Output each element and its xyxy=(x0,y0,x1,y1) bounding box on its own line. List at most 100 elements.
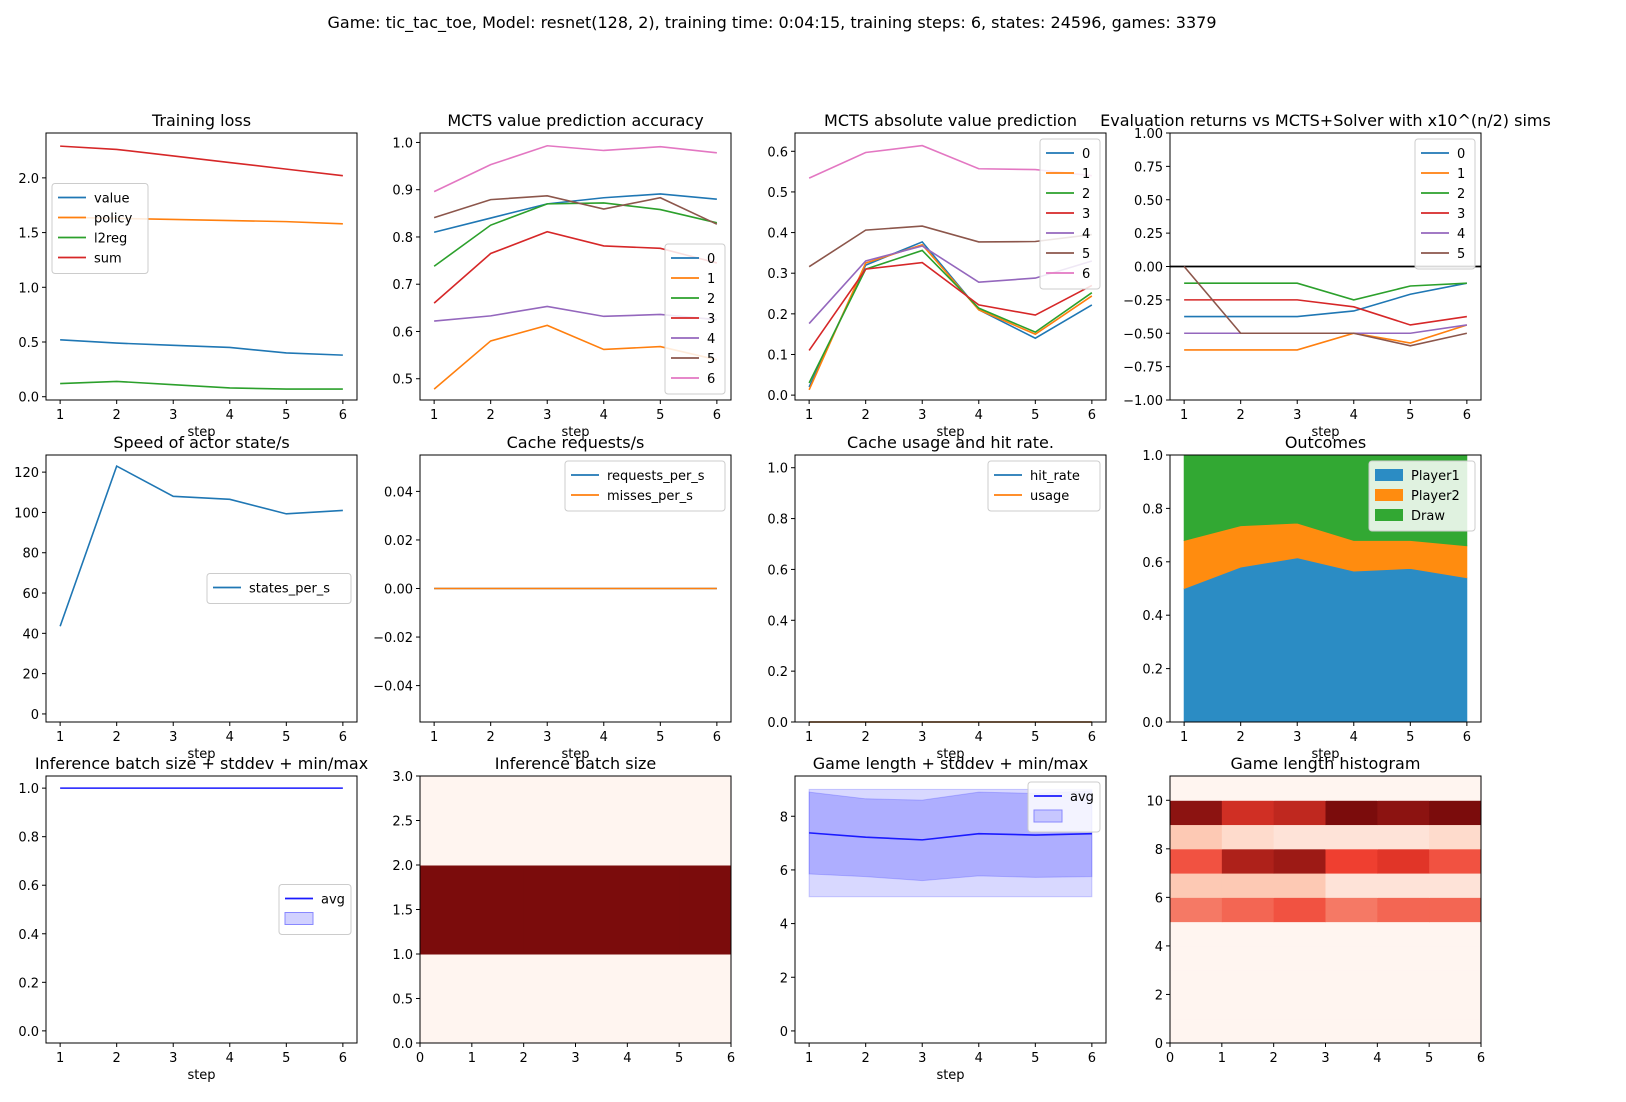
series-line-l2reg xyxy=(60,380,343,390)
x-axis-label: step xyxy=(187,747,215,762)
y-tick-label: 100 xyxy=(14,506,39,521)
y-tick-label: 0.75 xyxy=(1134,160,1163,175)
y-tick-label: 120 xyxy=(14,466,39,481)
x-tick-label: 5 xyxy=(1031,1051,1039,1066)
chart-title: Training loss xyxy=(151,111,251,130)
legend-frame xyxy=(987,460,1101,512)
heatmap-cell xyxy=(1273,776,1326,801)
legend-label: 1 xyxy=(1457,167,1465,182)
legend-label: hit_rate xyxy=(1030,469,1080,484)
legend-label: states_per_s xyxy=(249,582,330,597)
legend-frame xyxy=(1039,138,1101,290)
series-line-2 xyxy=(433,202,718,267)
y-tick-label: 1.0 xyxy=(767,462,788,477)
x-tick-label: 4 xyxy=(1350,730,1358,745)
minmax-band xyxy=(808,788,1093,898)
axes-frame xyxy=(794,454,1107,723)
y-tick-label: 0.0 xyxy=(1142,716,1163,731)
legend-label: 5 xyxy=(1082,247,1090,262)
x-tick-label: 4 xyxy=(975,1051,983,1066)
heatmap-cell xyxy=(1377,921,1430,947)
heatmap-cell xyxy=(1170,848,1223,874)
heatmap-cell xyxy=(1429,994,1482,1020)
x-tick-label: 2 xyxy=(487,730,495,745)
x-tick-label: 1 xyxy=(56,1051,64,1066)
y-tick-label: 1.5 xyxy=(392,904,413,919)
axes-frame xyxy=(45,775,358,1044)
y-tick-label: 4 xyxy=(780,918,788,933)
legend: 0 1 2 3 4 5 6 xyxy=(1039,138,1101,290)
axes-frame xyxy=(794,775,1107,1044)
x-tick-label: 4 xyxy=(975,730,983,745)
x-tick-label: 4 xyxy=(600,408,608,423)
y-tick-label: 0.4 xyxy=(18,928,39,943)
x-tick-label: 3 xyxy=(543,730,551,745)
y-tick-label: 80 xyxy=(22,547,39,562)
heatmap-cell xyxy=(1170,921,1223,947)
legend: states_per_s xyxy=(206,573,352,604)
y-tick-label: −0.25 xyxy=(1123,294,1163,309)
x-axis-label: step xyxy=(936,425,964,440)
y-tick-label: −0.75 xyxy=(1123,361,1163,376)
y-tick-label: 0 xyxy=(1155,1037,1163,1052)
x-axis-label: step xyxy=(936,747,964,762)
y-tick-label: 0.2 xyxy=(767,308,788,323)
x-tick-label: 5 xyxy=(656,408,664,423)
legend-frame xyxy=(1027,781,1101,833)
heatmap-cell xyxy=(471,776,525,866)
legend-swatch xyxy=(284,912,314,925)
x-tick-label: 4 xyxy=(226,1051,234,1066)
heatmap-cell xyxy=(1221,970,1275,995)
x-tick-label: 5 xyxy=(1425,1051,1433,1066)
heatmap-cell xyxy=(1273,824,1326,850)
x-tick-label: 2 xyxy=(487,408,495,423)
y-tick-label: 0.8 xyxy=(767,513,788,528)
heatmap-cell xyxy=(1429,824,1482,850)
heatmap-cell xyxy=(1377,1018,1430,1044)
y-tick-label: 0.3 xyxy=(767,267,788,282)
y-tick-label: 0.50 xyxy=(1134,194,1163,209)
heatmap-cell xyxy=(1170,824,1223,850)
series-line-1 xyxy=(1184,324,1468,351)
legend: avg xyxy=(1027,781,1101,833)
y-tick-label: 0.9 xyxy=(392,184,413,199)
heatmap-cell xyxy=(1377,945,1430,971)
x-tick-label: 5 xyxy=(656,730,664,745)
series-line-5 xyxy=(1183,265,1468,347)
legend-label: 3 xyxy=(707,312,715,327)
chart-title: Game length + stddev + min/max xyxy=(813,754,1089,773)
chart-title: Outcomes xyxy=(1285,433,1366,452)
heatmap-cell xyxy=(1325,994,1378,1020)
heatmap-cell xyxy=(1221,824,1275,850)
x-tick-label: 1 xyxy=(1218,1051,1226,1066)
legend-frame xyxy=(1414,138,1476,270)
heatmap-cell xyxy=(679,865,732,955)
heatmap-cell xyxy=(1325,800,1378,826)
heatmap-cell xyxy=(1170,897,1223,923)
legend-label: 2 xyxy=(1082,187,1090,202)
x-axis-label: step xyxy=(561,425,589,440)
series-line-1 xyxy=(808,243,1093,391)
y-tick-label: 0.6 xyxy=(18,879,39,894)
legend-label: 4 xyxy=(707,332,715,347)
legend-label: 6 xyxy=(707,372,715,387)
x-tick-label: 2 xyxy=(1270,1051,1278,1066)
legend-label: 1 xyxy=(707,272,715,287)
x-tick-label: 3 xyxy=(918,730,926,745)
series-line-0 xyxy=(433,193,717,234)
heatmap-cell xyxy=(1170,873,1223,898)
heatmap-cell xyxy=(1377,776,1430,801)
y-tick-label: 0.02 xyxy=(384,534,413,549)
y-tick-label: 20 xyxy=(22,668,39,683)
x-tick-label: 6 xyxy=(1463,408,1471,423)
y-tick-label: 0.8 xyxy=(1142,502,1163,517)
y-tick-label: 0 xyxy=(31,708,39,723)
x-tick-label: 1 xyxy=(56,408,64,423)
x-axis-label: step xyxy=(187,1068,215,1083)
x-tick-label: 2 xyxy=(862,1051,870,1066)
x-tick-label: 6 xyxy=(1477,1051,1485,1066)
y-tick-label: 0.0 xyxy=(392,1037,413,1052)
legend-frame xyxy=(564,460,726,512)
legend-label: 6 xyxy=(1082,267,1090,282)
